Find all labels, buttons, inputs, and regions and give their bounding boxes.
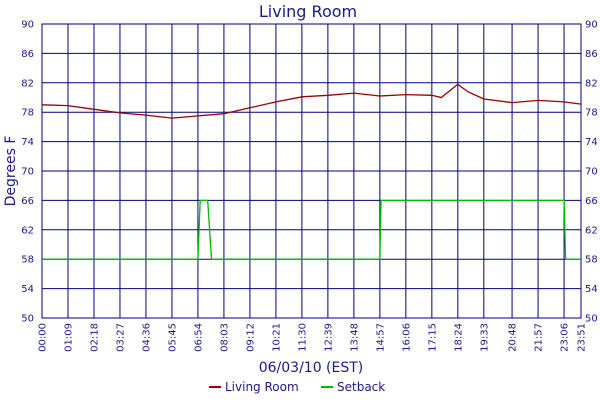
grid [41,23,582,319]
y-tick-label-left: 90 [21,20,34,31]
x-tick-label: 10:21 [271,323,282,352]
x-tick-label: 04:36 [141,323,152,352]
y-tick-label-left: 50 [21,314,34,325]
x-tick-label: 16:06 [401,323,412,352]
y-tick-label-left: 78 [21,108,34,119]
x-tick-label: 03:27 [115,323,126,352]
legend-label: Setback [337,380,385,394]
y-tick-label-left: 82 [21,78,34,89]
legend: Living Room Setback [209,380,385,394]
x-tick-label: 23:06 [560,323,571,352]
y-tick-label-right: 90 [585,20,598,31]
x-tick-label: 08:03 [219,323,230,352]
y-tick-label-right: 74 [585,137,598,148]
y-tick-label-left: 58 [21,255,34,266]
x-tick-label: 13:48 [349,323,360,352]
y-tick-label-right: 78 [585,108,598,119]
legend-label: Living Room [225,380,299,394]
x-tick-label: 11:30 [297,323,308,352]
y-tick-label-left: 66 [21,196,34,207]
y-tick-label-right: 86 [585,49,598,60]
x-tick-label: 05:45 [167,323,178,352]
x-axis-title: 06/03/10 (EST) [259,360,364,376]
y-tick-label-left: 86 [21,49,34,60]
y-tick-label-left: 54 [21,284,34,295]
x-tick-label: 12:39 [323,323,334,352]
x-tick-label: 06:54 [193,323,204,352]
x-tick-label: 14:57 [375,323,386,352]
y-tick-label-left: 62 [21,225,34,236]
y-axis-title: Degrees F [3,136,19,207]
x-tick-label: 20:48 [508,323,519,352]
y-tick-label-right: 70 [585,167,598,178]
x-tick-label: 01:09 [63,323,74,352]
series-line-1 [41,83,582,119]
series [41,83,582,260]
y-tick-label-right: 50 [585,314,598,325]
x-tick-label: 18:24 [453,323,464,352]
y-tick-label-right: 62 [585,225,598,236]
series-line-2 [42,199,581,260]
x-tick-label: 17:15 [427,323,438,352]
x-tick-label: 19:33 [479,323,490,352]
y-tick-label-right: 54 [585,284,598,295]
y-tick-label-right: 58 [585,255,598,266]
y-tick-label-left: 74 [21,137,34,148]
y-tick-label-right: 82 [585,78,598,89]
x-axis: 00:00 01:09 02:18 03:27 04:36 05:45 06:54 08:03… [38,323,588,352]
x-tick-label: 09:12 [245,323,256,352]
y-axis-left: 50 54 58 62 66 70 74 78 82 86 90 [21,20,34,325]
x-tick-label: 21:57 [534,323,545,352]
y-tick-label-right: 66 [585,196,598,207]
x-tick-label: 23:51 [577,323,588,352]
y-tick-label-left: 70 [21,167,34,178]
x-tick-label: 02:18 [89,323,100,352]
y-axis-right: 50 54 58 62 66 70 74 78 82 86 90 [585,20,598,325]
chart-title: Living Room [259,2,357,21]
x-tick-label: 00:00 [38,323,49,352]
